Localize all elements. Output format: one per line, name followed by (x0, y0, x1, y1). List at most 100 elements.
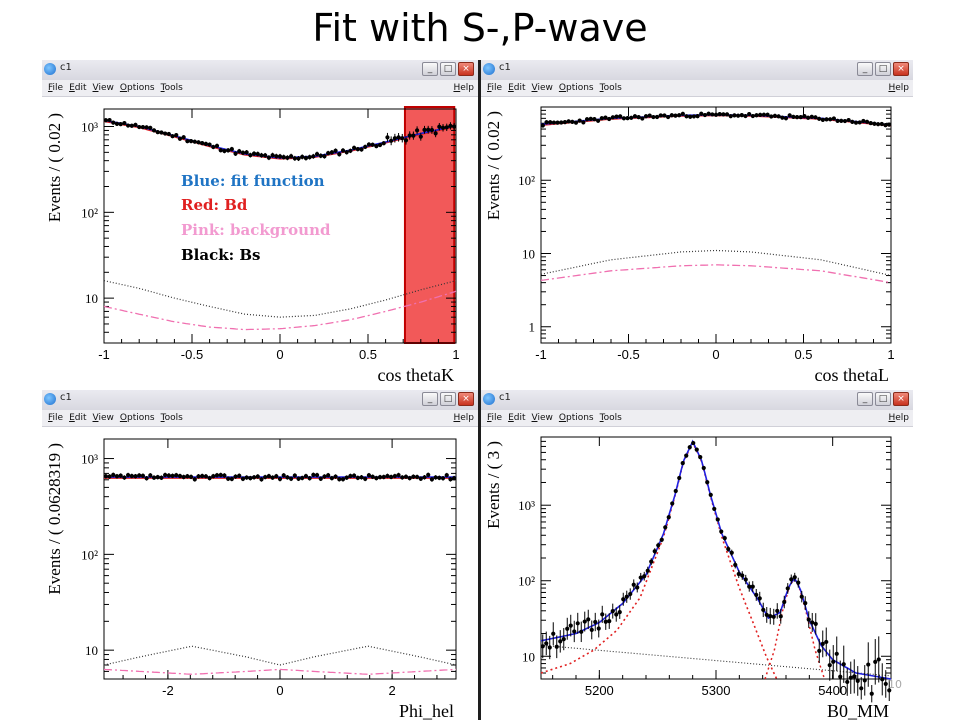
menu-edit[interactable]: Edit (508, 83, 526, 93)
data-point (251, 475, 257, 480)
data-point (103, 474, 108, 479)
data-point (820, 641, 825, 646)
close-button[interactable]: × (458, 62, 474, 76)
menu-edit[interactable]: Edit (69, 83, 87, 93)
menu-view[interactable]: View (92, 83, 114, 93)
data-point (148, 125, 153, 130)
data-point (883, 681, 888, 687)
data-point (621, 597, 626, 602)
data-point (669, 113, 674, 118)
data-point (240, 150, 246, 155)
maximize-button[interactable]: □ (875, 392, 891, 406)
menu-file[interactable]: File (48, 413, 64, 423)
data-point (757, 596, 762, 601)
data-point (544, 120, 549, 125)
data-point (820, 117, 825, 122)
menu-options[interactable]: Options (119, 83, 155, 93)
data-point (133, 122, 138, 127)
data-point (666, 114, 671, 120)
data-point (636, 115, 641, 120)
data-point (370, 474, 375, 479)
minimize-button[interactable]: _ (857, 392, 873, 406)
menu-tools[interactable]: Tools (599, 83, 622, 93)
menu-tools[interactable]: Tools (160, 413, 183, 423)
data-point (437, 475, 442, 480)
data-point (649, 559, 654, 564)
data-point (570, 119, 575, 124)
data-point (374, 475, 379, 481)
maximize-button[interactable]: □ (440, 392, 456, 406)
data-point (214, 143, 220, 148)
data-point (440, 125, 446, 130)
menu-view[interactable]: View (92, 413, 114, 423)
data-point (170, 134, 175, 139)
data-point (333, 474, 338, 479)
data-point (642, 574, 647, 579)
menu-options[interactable]: Options (558, 413, 594, 423)
data-point (444, 125, 449, 130)
x-tick-label: -0.5 (181, 347, 203, 362)
data-point (307, 155, 312, 160)
data-point (876, 122, 881, 127)
close-button[interactable]: × (893, 62, 909, 76)
data-point (251, 151, 257, 156)
data-point (593, 619, 598, 625)
x-tick-label: 0 (276, 347, 283, 362)
data-point (562, 120, 568, 125)
data-point (274, 154, 279, 159)
minimize-button[interactable]: _ (422, 62, 438, 76)
b0mm-plot: 5200 5300 5400 10 10² 10³ B0_MM Events / ( 3 ) (484, 436, 892, 720)
maximize-button[interactable]: □ (440, 62, 456, 76)
maximize-button[interactable]: □ (875, 62, 891, 76)
data-point (610, 115, 615, 120)
data-point (771, 614, 776, 619)
data-point (659, 537, 664, 542)
data-point (680, 111, 685, 116)
data-point (551, 120, 556, 125)
data-point (796, 580, 801, 585)
data-point (582, 619, 587, 624)
data-point (677, 113, 682, 118)
menu-view[interactable]: View (531, 413, 553, 423)
window-titlebar: c1 _ □ × (42, 60, 478, 81)
menu-edit[interactable]: Edit (69, 413, 87, 423)
menu-options[interactable]: Options (119, 413, 155, 423)
data-point (839, 118, 844, 123)
root-app-icon (44, 393, 56, 405)
data-point (414, 128, 420, 133)
menu-tools[interactable]: Tools (599, 413, 622, 423)
menu-file[interactable]: File (487, 413, 503, 423)
minimize-button[interactable]: _ (422, 392, 438, 406)
menu-help[interactable]: Help (888, 413, 909, 423)
menu-tools[interactable]: Tools (160, 83, 183, 93)
data-point (768, 613, 773, 619)
data-point (586, 617, 591, 622)
close-button[interactable]: × (458, 392, 474, 406)
menu-help[interactable]: Help (888, 83, 909, 93)
data-point (185, 474, 190, 479)
menu-edit[interactable]: Edit (508, 413, 526, 423)
data-point (789, 577, 794, 582)
menu-help[interactable]: Help (453, 413, 474, 423)
menu-file[interactable]: File (48, 83, 64, 93)
data-point (747, 111, 752, 117)
window-title: c1 (499, 62, 511, 73)
y-tick-label: 10 (522, 649, 535, 664)
data-point (817, 648, 822, 654)
data-point (329, 476, 334, 481)
data-point (677, 475, 682, 481)
menu-view[interactable]: View (531, 83, 553, 93)
menu-help[interactable]: Help (453, 83, 474, 93)
data-point (765, 112, 770, 117)
menu-options[interactable]: Options (558, 83, 594, 93)
data-point (418, 476, 423, 481)
data-point (702, 112, 708, 118)
data-point (396, 472, 401, 478)
close-button[interactable]: × (893, 392, 909, 406)
menu-file[interactable]: File (487, 83, 503, 93)
data-point (259, 477, 264, 482)
data-point (699, 111, 704, 116)
minimize-button[interactable]: _ (857, 62, 873, 76)
data-point (318, 476, 323, 481)
data-point (111, 120, 116, 125)
